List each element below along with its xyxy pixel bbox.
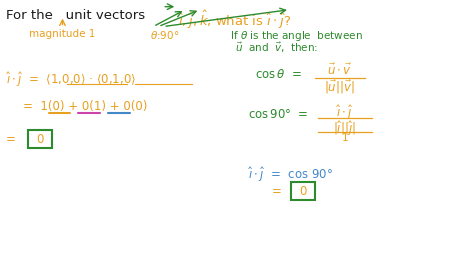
Text: 0: 0 (36, 133, 43, 146)
Text: $|\vec{u}||\vec{v}|$: $|\vec{u}||\vec{v}|$ (324, 79, 355, 96)
Text: For the   unit vectors: For the unit vectors (6, 9, 145, 22)
Text: $\cos 90°$  =: $\cos 90°$ = (248, 108, 309, 121)
Text: 0: 0 (299, 185, 307, 198)
FancyBboxPatch shape (27, 130, 52, 148)
Text: $\vec{u}\cdot\vec{v}$: $\vec{u}\cdot\vec{v}$ (327, 63, 352, 78)
Text: $\hat{\imath} \cdot \hat{\jmath}$  =  cos 90°: $\hat{\imath} \cdot \hat{\jmath}$ = cos … (248, 165, 333, 184)
FancyBboxPatch shape (291, 182, 315, 200)
Text: $\vec{u}$  and  $\vec{v}$,  then:: $\vec{u}$ and $\vec{v}$, then: (235, 40, 319, 55)
Text: $\hat{\imath}\cdot\hat{\jmath}$: $\hat{\imath}\cdot\hat{\jmath}$ (336, 103, 353, 122)
Text: $\hat{\imath} \cdot \hat{\jmath}$  =  $\langle$1,0,0$\rangle$ · $\langle$0,1,0$\: $\hat{\imath} \cdot \hat{\jmath}$ = $\la… (6, 70, 136, 89)
Text: =: = (272, 185, 282, 198)
Text: If $\theta$ is the angle  between: If $\theta$ is the angle between (230, 28, 363, 43)
Text: =  1(0) + 0(1) + 0(0): = 1(0) + 0(1) + 0(0) (23, 100, 147, 113)
Text: $|\hat{\imath}||\hat{\jmath}|$: $|\hat{\imath}||\hat{\jmath}|$ (333, 119, 356, 138)
Text: magnitude 1: magnitude 1 (29, 28, 96, 39)
Text: 1: 1 (341, 133, 348, 143)
Text: =: = (6, 133, 16, 146)
Text: $\cos\theta$  =: $\cos\theta$ = (255, 68, 302, 81)
Text: $\hat{\imath},\hat{\jmath},\hat{k}$, what is $\hat{\imath}\cdot\hat{\jmath}$?: $\hat{\imath},\hat{\jmath},\hat{k}$, wha… (178, 9, 292, 31)
Text: $\theta$:90°: $\theta$:90° (150, 28, 180, 40)
